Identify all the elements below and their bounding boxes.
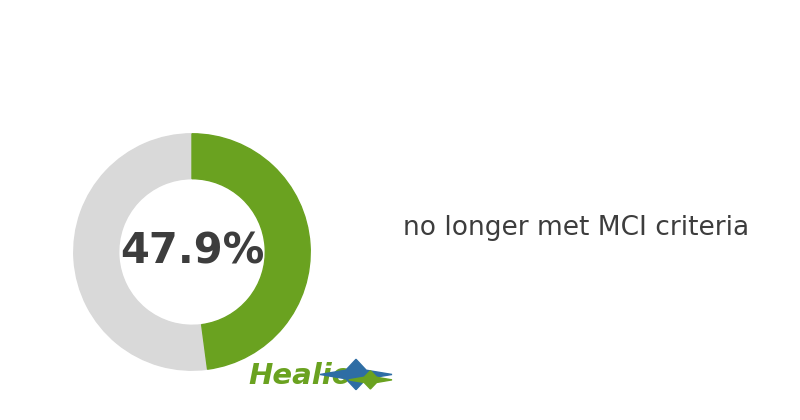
Wedge shape [74, 134, 207, 370]
Polygon shape [349, 371, 392, 389]
Text: 47.9%: 47.9% [120, 231, 264, 273]
Wedge shape [192, 134, 310, 369]
Text: Among incident MCI cases after an average of 2.4 years of follow-up:: Among incident MCI cases after an averag… [20, 32, 800, 51]
Polygon shape [320, 359, 392, 390]
Text: no longer met MCI criteria: no longer met MCI criteria [403, 215, 749, 241]
Text: Healio: Healio [248, 362, 352, 390]
